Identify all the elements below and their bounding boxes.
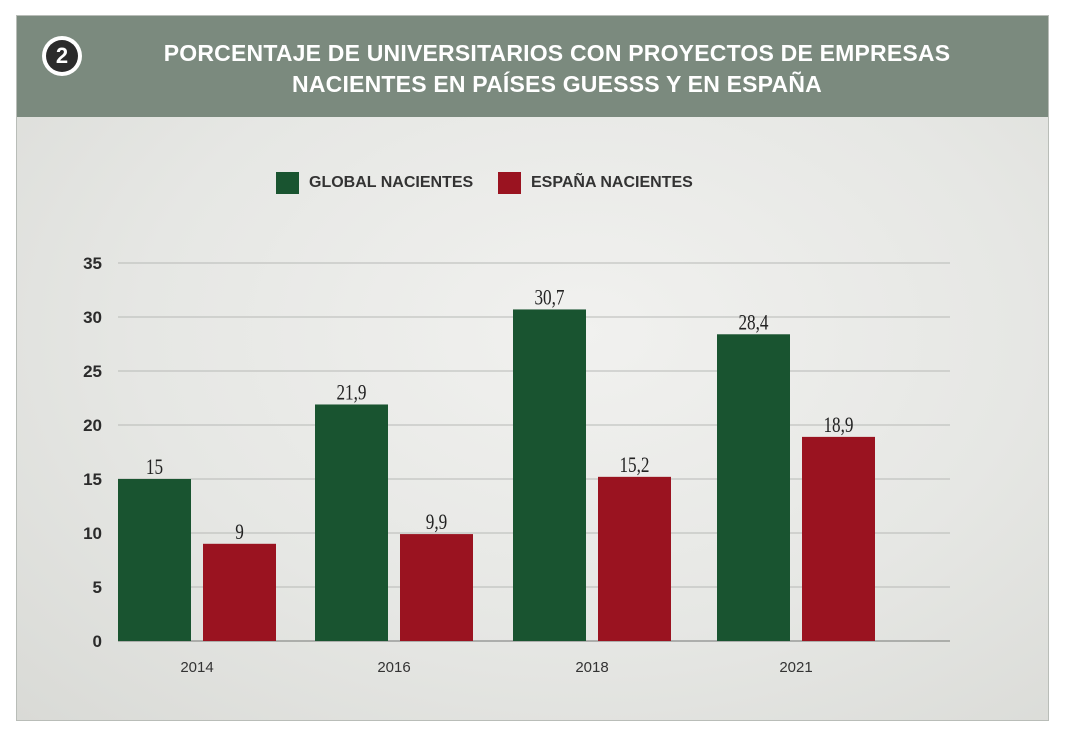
y-tick-label: 15	[83, 470, 102, 489]
x-tick-label: 2021	[779, 659, 812, 676]
legend-label-global: GLOBAL NACIENTES	[309, 174, 474, 191]
chart-card: 2 PORCENTAJE DE UNIVERSITARIOS CON PROYE…	[16, 15, 1049, 721]
x-tick-label: 2018	[575, 659, 608, 676]
data-label: 18,9	[823, 413, 853, 438]
bar	[118, 479, 191, 641]
bar	[203, 543, 276, 641]
x-tick-label: 2014	[180, 659, 213, 676]
bar	[315, 404, 388, 641]
chart-title-line-2: NACIENTES EN PAÍSES GUESSS Y EN ESPAÑA	[292, 71, 822, 97]
bar-chart: 0 5 10 15 20 25 30 35 15 9 2014 21,9 9,9 2016 30,7 15,2…	[83, 254, 950, 676]
data-label: 30,7	[534, 285, 564, 310]
data-label: 15	[146, 455, 163, 480]
chart-title-line-1: PORCENTAJE DE UNIVERSITARIOS CON PROYECT…	[163, 40, 951, 66]
y-tick-label: 30	[83, 308, 102, 327]
chart-title: PORCENTAJE DE UNIVERSITARIOS CON PROYECT…	[107, 38, 1007, 100]
badge-number: 2	[46, 40, 78, 72]
y-tick-label: 5	[93, 578, 102, 597]
data-label: 28,4	[738, 310, 768, 335]
data-label: 9,9	[426, 510, 448, 535]
data-label: 15,2	[619, 453, 649, 478]
title-bar: 2 PORCENTAJE DE UNIVERSITARIOS CON PROYE…	[17, 16, 1048, 117]
number-badge-icon: 2	[42, 36, 82, 76]
y-tick-label: 10	[83, 524, 102, 543]
legend-item-espana: ESPAÑA NACIENTES	[498, 172, 693, 194]
x-tick-label: 2016	[377, 659, 410, 676]
bar	[513, 309, 586, 641]
bar	[400, 534, 473, 641]
y-tick-label: 25	[83, 362, 102, 381]
bar	[717, 334, 790, 641]
bar	[598, 476, 671, 641]
bar	[802, 436, 875, 641]
y-tick-label: 35	[83, 254, 102, 273]
legend-swatch-espana	[498, 172, 521, 194]
legend-item-global: GLOBAL NACIENTES	[276, 172, 473, 194]
y-tick-label: 20	[83, 416, 102, 435]
data-label: 9	[235, 520, 244, 545]
y-tick-label: 0	[93, 632, 102, 651]
legend-swatch-global	[276, 172, 299, 194]
legend-label-espana: ESPAÑA NACIENTES	[531, 174, 693, 191]
data-label: 21,9	[336, 381, 366, 406]
